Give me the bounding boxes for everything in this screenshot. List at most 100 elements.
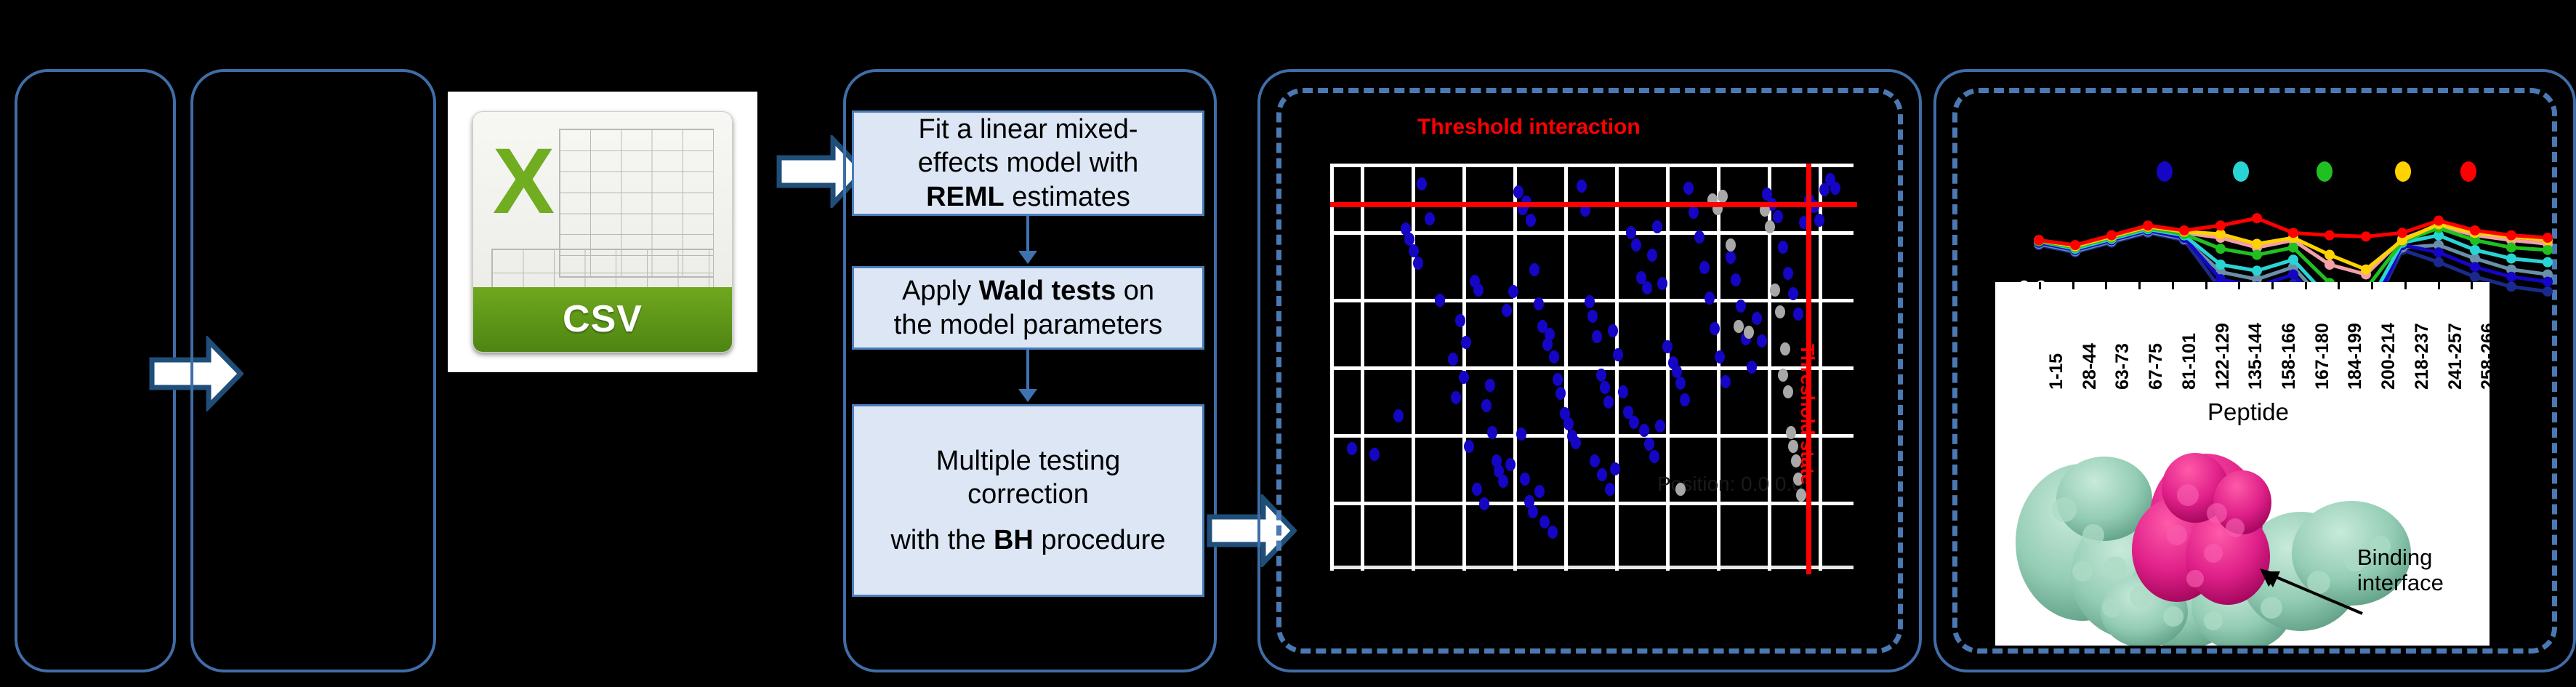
step-fit-model-box[interactable]: Fit a linear mixed- effects model with R… — [852, 111, 1204, 216]
peptide-tick-labels: 1-15 28-44 63-73 67-75 81-101 122-129 135-144 1… — [1995, 288, 2490, 390]
scatter-point — [1600, 381, 1610, 394]
right-arrow-icon — [149, 336, 243, 411]
scatter-point — [1505, 458, 1516, 472]
scatter-point — [1626, 226, 1636, 240]
peptide-tick-label: 81-101 — [2178, 333, 2199, 390]
scatter-point — [1559, 407, 1570, 421]
peptide-line-marker — [2470, 253, 2480, 264]
step-bh-correction-box[interactable]: Multiple testing correction with the BH … — [852, 404, 1204, 597]
scatter-point — [1830, 181, 1840, 195]
scatter-point — [1715, 350, 1726, 363]
scatter-point — [1502, 303, 1513, 317]
peptide-axis-tick — [2072, 282, 2074, 289]
gridline-vertical — [1412, 164, 1415, 571]
scatter-point — [1607, 324, 1618, 337]
peptide-line-marker — [2215, 229, 2226, 239]
scatter-point — [1783, 267, 1793, 281]
peptide-line-marker — [2543, 276, 2553, 287]
peptide-tick-label: 122-129 — [2212, 323, 2233, 390]
threshold-scatter-figure: Threshold interaction Position: 0 — [1305, 95, 1879, 647]
scatter-point — [1720, 374, 1731, 388]
scatter-point — [1448, 352, 1459, 366]
scatter-point — [1508, 285, 1518, 299]
scatter-point — [1592, 330, 1603, 343]
scatter-point — [1733, 320, 1744, 333]
peptide-line-marker — [2361, 264, 2371, 275]
peptide-line-marker — [2252, 238, 2262, 249]
scatter-point — [1479, 497, 1490, 510]
step-wald-tests-box[interactable]: Apply Wald tests on the model parameters — [852, 266, 1204, 350]
scatter-point — [1772, 209, 1783, 223]
scatter-point — [1699, 260, 1710, 274]
step-wald-tests-text: Apply Wald tests on the model parameters — [893, 276, 1163, 340]
peptide-line-marker — [2434, 240, 2444, 251]
scatter-point — [1585, 295, 1595, 309]
peptide-axis-tick — [2138, 282, 2141, 289]
scatter-point — [1725, 238, 1736, 252]
scatter-point — [1463, 440, 1474, 454]
scatter-point — [1788, 440, 1799, 454]
peptide-line-marker — [2034, 235, 2044, 246]
scatter-point — [1454, 313, 1465, 327]
scatter-point — [1675, 377, 1686, 390]
scatter-point — [1458, 371, 1469, 384]
scatter-point — [1484, 379, 1495, 393]
peptide-line-marker — [2215, 274, 2226, 285]
scatter-point — [1694, 230, 1704, 244]
scatter-point — [1549, 350, 1560, 363]
peptide-line-marker — [2543, 233, 2553, 244]
connector-2-line — [1026, 350, 1029, 392]
gridline-horizontal — [1330, 566, 1853, 569]
scatter-point — [1790, 454, 1801, 467]
scatter-point — [1417, 177, 1427, 190]
peptide-line-marker — [2215, 244, 2226, 254]
scatter-point — [1623, 405, 1634, 419]
scatter-point — [1528, 505, 1539, 518]
gridline-horizontal — [1330, 502, 1853, 505]
peptide-axis-title: Peptide — [2207, 398, 2289, 425]
connector-1-line — [1026, 216, 1029, 254]
peptide-line-marker — [2252, 249, 2262, 260]
panel-csv — [190, 69, 436, 672]
peptide-tick-label: 167-180 — [2311, 323, 2333, 390]
arrow-csv-to-model — [776, 135, 866, 208]
peptide-tick-label: 135-144 — [2245, 323, 2266, 390]
step-fit-model-text: Fit a linear mixed- effects model with R… — [917, 113, 1139, 212]
peptide-tick-label: 1-15 — [2046, 353, 2066, 390]
scatter-point — [1610, 462, 1621, 475]
panel-peptide — [1933, 69, 2576, 672]
scatter-point — [1461, 336, 1472, 350]
scatter-point — [1736, 300, 1747, 313]
scatter-point — [1595, 369, 1606, 382]
peptide-line-marker — [2434, 230, 2444, 241]
scatter-point — [1450, 391, 1461, 404]
scatter-point — [1757, 334, 1767, 347]
peptide-tick-label: 184-199 — [2345, 323, 2366, 390]
scatter-point — [1563, 417, 1574, 431]
scatter-point — [1404, 232, 1415, 246]
peptide-tick-label: 158-166 — [2279, 323, 2299, 390]
legend-dot-red — [2460, 161, 2476, 182]
peptide-line-marker — [2070, 240, 2080, 251]
scatter-point — [1780, 342, 1791, 355]
csv-file-icon: X CSV — [448, 92, 757, 372]
scatter-point — [1785, 425, 1796, 439]
scatter-point — [1819, 183, 1830, 197]
peptide-line-marker — [2543, 269, 2553, 280]
scatter-point — [1613, 348, 1623, 362]
peptide-structure-card: 1-15 28-44 63-73 67-75 81-101 122-129 135-144 1… — [1995, 282, 2490, 646]
gridline-horizontal — [1330, 164, 1853, 167]
peptide-line-marker — [2506, 281, 2516, 292]
scatter-title: Threshold interaction — [1417, 115, 1641, 139]
scatter-point — [1487, 425, 1498, 439]
peptide-line-marker — [2288, 228, 2298, 238]
arrow-input-to-csv — [149, 336, 243, 411]
gridline-horizontal — [1330, 231, 1853, 235]
scatter-point — [1731, 273, 1741, 286]
peptide-axis-tick — [2304, 282, 2307, 289]
peptide-tick-label: 63-73 — [2112, 343, 2133, 390]
scatter-point — [1545, 328, 1555, 342]
scatter-point — [1539, 515, 1550, 529]
scatter-point — [1746, 361, 1757, 374]
peptide-axis-tick — [2271, 282, 2274, 289]
